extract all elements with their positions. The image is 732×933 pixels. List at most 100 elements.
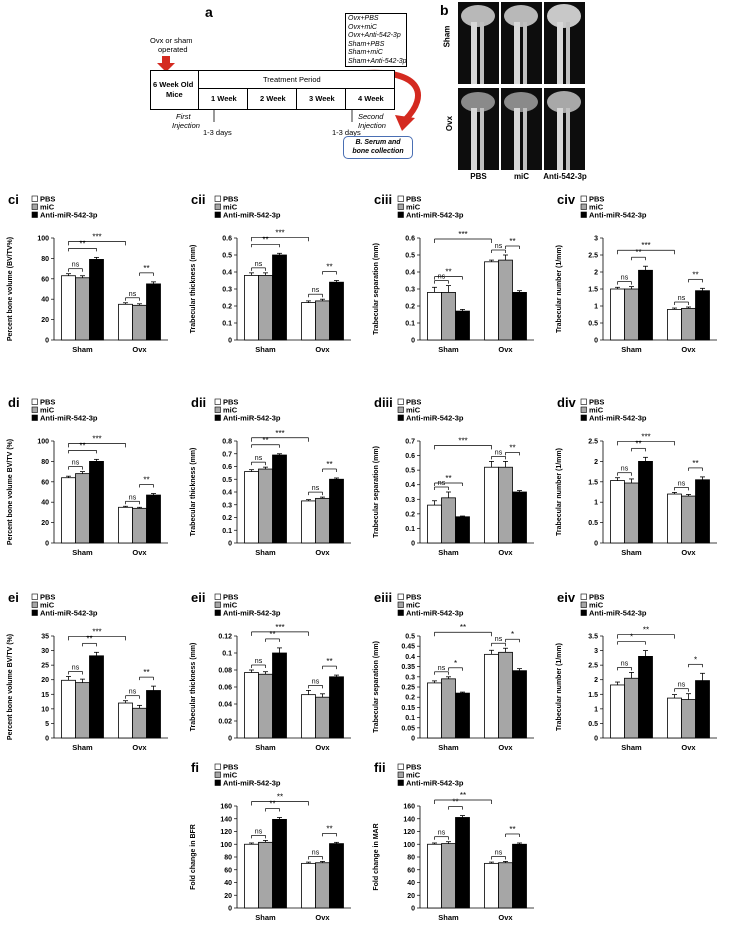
significance-label: ** xyxy=(79,239,85,248)
x-tick-label: Sham xyxy=(255,548,276,557)
bar-ovx-1 xyxy=(315,696,330,739)
legend-label: Anti-miR-542-3p xyxy=(589,414,647,423)
y-tick-label: 160 xyxy=(403,804,415,811)
legend-label: miC xyxy=(589,601,604,610)
y-tick-label: 0.3 xyxy=(405,497,415,504)
significance-label: ns xyxy=(438,480,446,487)
week-label-3: 3 Week xyxy=(309,94,335,103)
y-tick-label: 0 xyxy=(228,906,232,913)
significance-label: ns xyxy=(438,274,446,281)
bar-ovx-1 xyxy=(132,304,147,341)
significance-label: ns xyxy=(495,849,503,856)
bar-ovx-1 xyxy=(681,495,696,544)
legend-swatch xyxy=(580,211,587,218)
bar-ovx-1 xyxy=(315,497,330,544)
legend-swatch xyxy=(580,414,587,421)
y-tick-label: 3.5 xyxy=(588,634,598,641)
significance-label: ** xyxy=(79,441,85,450)
x-tick-label: Ovx xyxy=(315,345,330,354)
y-tick-label: 35 xyxy=(41,634,49,641)
y-tick-label: 0.7 xyxy=(405,439,415,446)
significance-label: ns xyxy=(312,849,320,856)
significance-label: *** xyxy=(275,429,284,438)
bar-ovx-0 xyxy=(118,303,133,341)
bar-sham-1 xyxy=(624,288,639,341)
week-label-4: 4 Week xyxy=(358,94,384,103)
y-tick-label: 0 xyxy=(411,906,415,913)
y-tick-label: 0.1 xyxy=(405,526,415,533)
significance-label: ** xyxy=(509,825,515,834)
week-label-1: 1 Week xyxy=(211,94,237,103)
legend-label: PBS xyxy=(589,593,604,602)
legend-swatch xyxy=(397,406,404,413)
bar-sham-2 xyxy=(272,254,287,341)
significance-label: ** xyxy=(692,270,698,279)
legend-label: miC xyxy=(223,601,238,610)
y-tick-label: 1 xyxy=(594,500,598,507)
significance-label: ns xyxy=(255,455,263,462)
legend-swatch xyxy=(397,195,404,202)
significance-label: *** xyxy=(92,232,101,241)
bar-sham-0 xyxy=(610,684,625,739)
y-tick-label: 80 xyxy=(407,855,415,862)
legend-label: Anti-miR-542-3p xyxy=(40,609,98,618)
y-axis-label: Fold change in MAR xyxy=(373,823,380,890)
y-tick-label: 0.12 xyxy=(218,634,232,641)
legend-label: PBS xyxy=(406,398,421,407)
legend-label: Anti-miR-542-3p xyxy=(40,211,98,220)
bar-sham-0 xyxy=(244,843,259,909)
legend-label: PBS xyxy=(406,593,421,602)
legend-label: PBS xyxy=(223,398,238,407)
legend-label: PBS xyxy=(40,195,55,204)
y-tick-label: 0.2 xyxy=(405,511,415,518)
y-tick-label: 1.5 xyxy=(588,692,598,699)
group-item: Sham+Anti-542-3p xyxy=(348,57,407,65)
legend-swatch xyxy=(31,601,38,608)
femur-ovx-anti-icon xyxy=(547,91,581,170)
significance-label: ** xyxy=(445,268,451,277)
bar-sham-2 xyxy=(638,269,653,341)
significance-label: ** xyxy=(269,630,275,639)
y-tick-label: 120 xyxy=(220,829,232,836)
significance-label: ns xyxy=(255,828,263,835)
y-tick-label: 20 xyxy=(41,677,49,684)
legend-swatch xyxy=(397,771,404,778)
panel-label-civ: civ xyxy=(557,192,576,207)
bar-ovx-0 xyxy=(118,702,133,739)
y-tick-label: 0 xyxy=(45,541,49,548)
significance-label: ** xyxy=(86,634,92,643)
significance-label: ** xyxy=(277,792,283,801)
y-tick-label: 20 xyxy=(41,520,49,527)
legend-label: PBS xyxy=(589,195,604,204)
legend-label: miC xyxy=(406,406,421,415)
legend-label: Anti-miR-542-3p xyxy=(40,414,98,423)
legend-swatch xyxy=(580,398,587,405)
y-tick-label: 20 xyxy=(41,317,49,324)
significance-label: * xyxy=(511,630,514,639)
legend-label: miC xyxy=(406,771,421,780)
x-tick-label: Sham xyxy=(72,548,93,557)
groups-box xyxy=(345,13,407,67)
y-tick-label: 60 xyxy=(407,867,415,874)
y-tick-label: 0.6 xyxy=(405,453,415,460)
y-axis-label: Percent bone volume (BV/TV%) xyxy=(7,237,14,341)
y-tick-label: 0.6 xyxy=(222,236,232,243)
panel-label-a: a xyxy=(205,4,213,20)
significance-label: ** xyxy=(643,626,649,635)
y-axis-label: Trabecular number (1/mm) xyxy=(556,643,563,731)
legend-swatch xyxy=(214,414,221,421)
week-box-4 xyxy=(345,88,395,110)
significance-label: * xyxy=(454,659,457,668)
x-tick-label: Ovx xyxy=(498,345,513,354)
panel-label-ci: ci xyxy=(8,192,19,207)
legend-label: PBS xyxy=(40,593,55,602)
bar-sham-0 xyxy=(61,275,76,341)
y-tick-label: 1 xyxy=(594,304,598,311)
bar-sham-0 xyxy=(427,843,442,909)
bar-ovx-2 xyxy=(146,494,161,544)
legend-label: miC xyxy=(406,203,421,212)
